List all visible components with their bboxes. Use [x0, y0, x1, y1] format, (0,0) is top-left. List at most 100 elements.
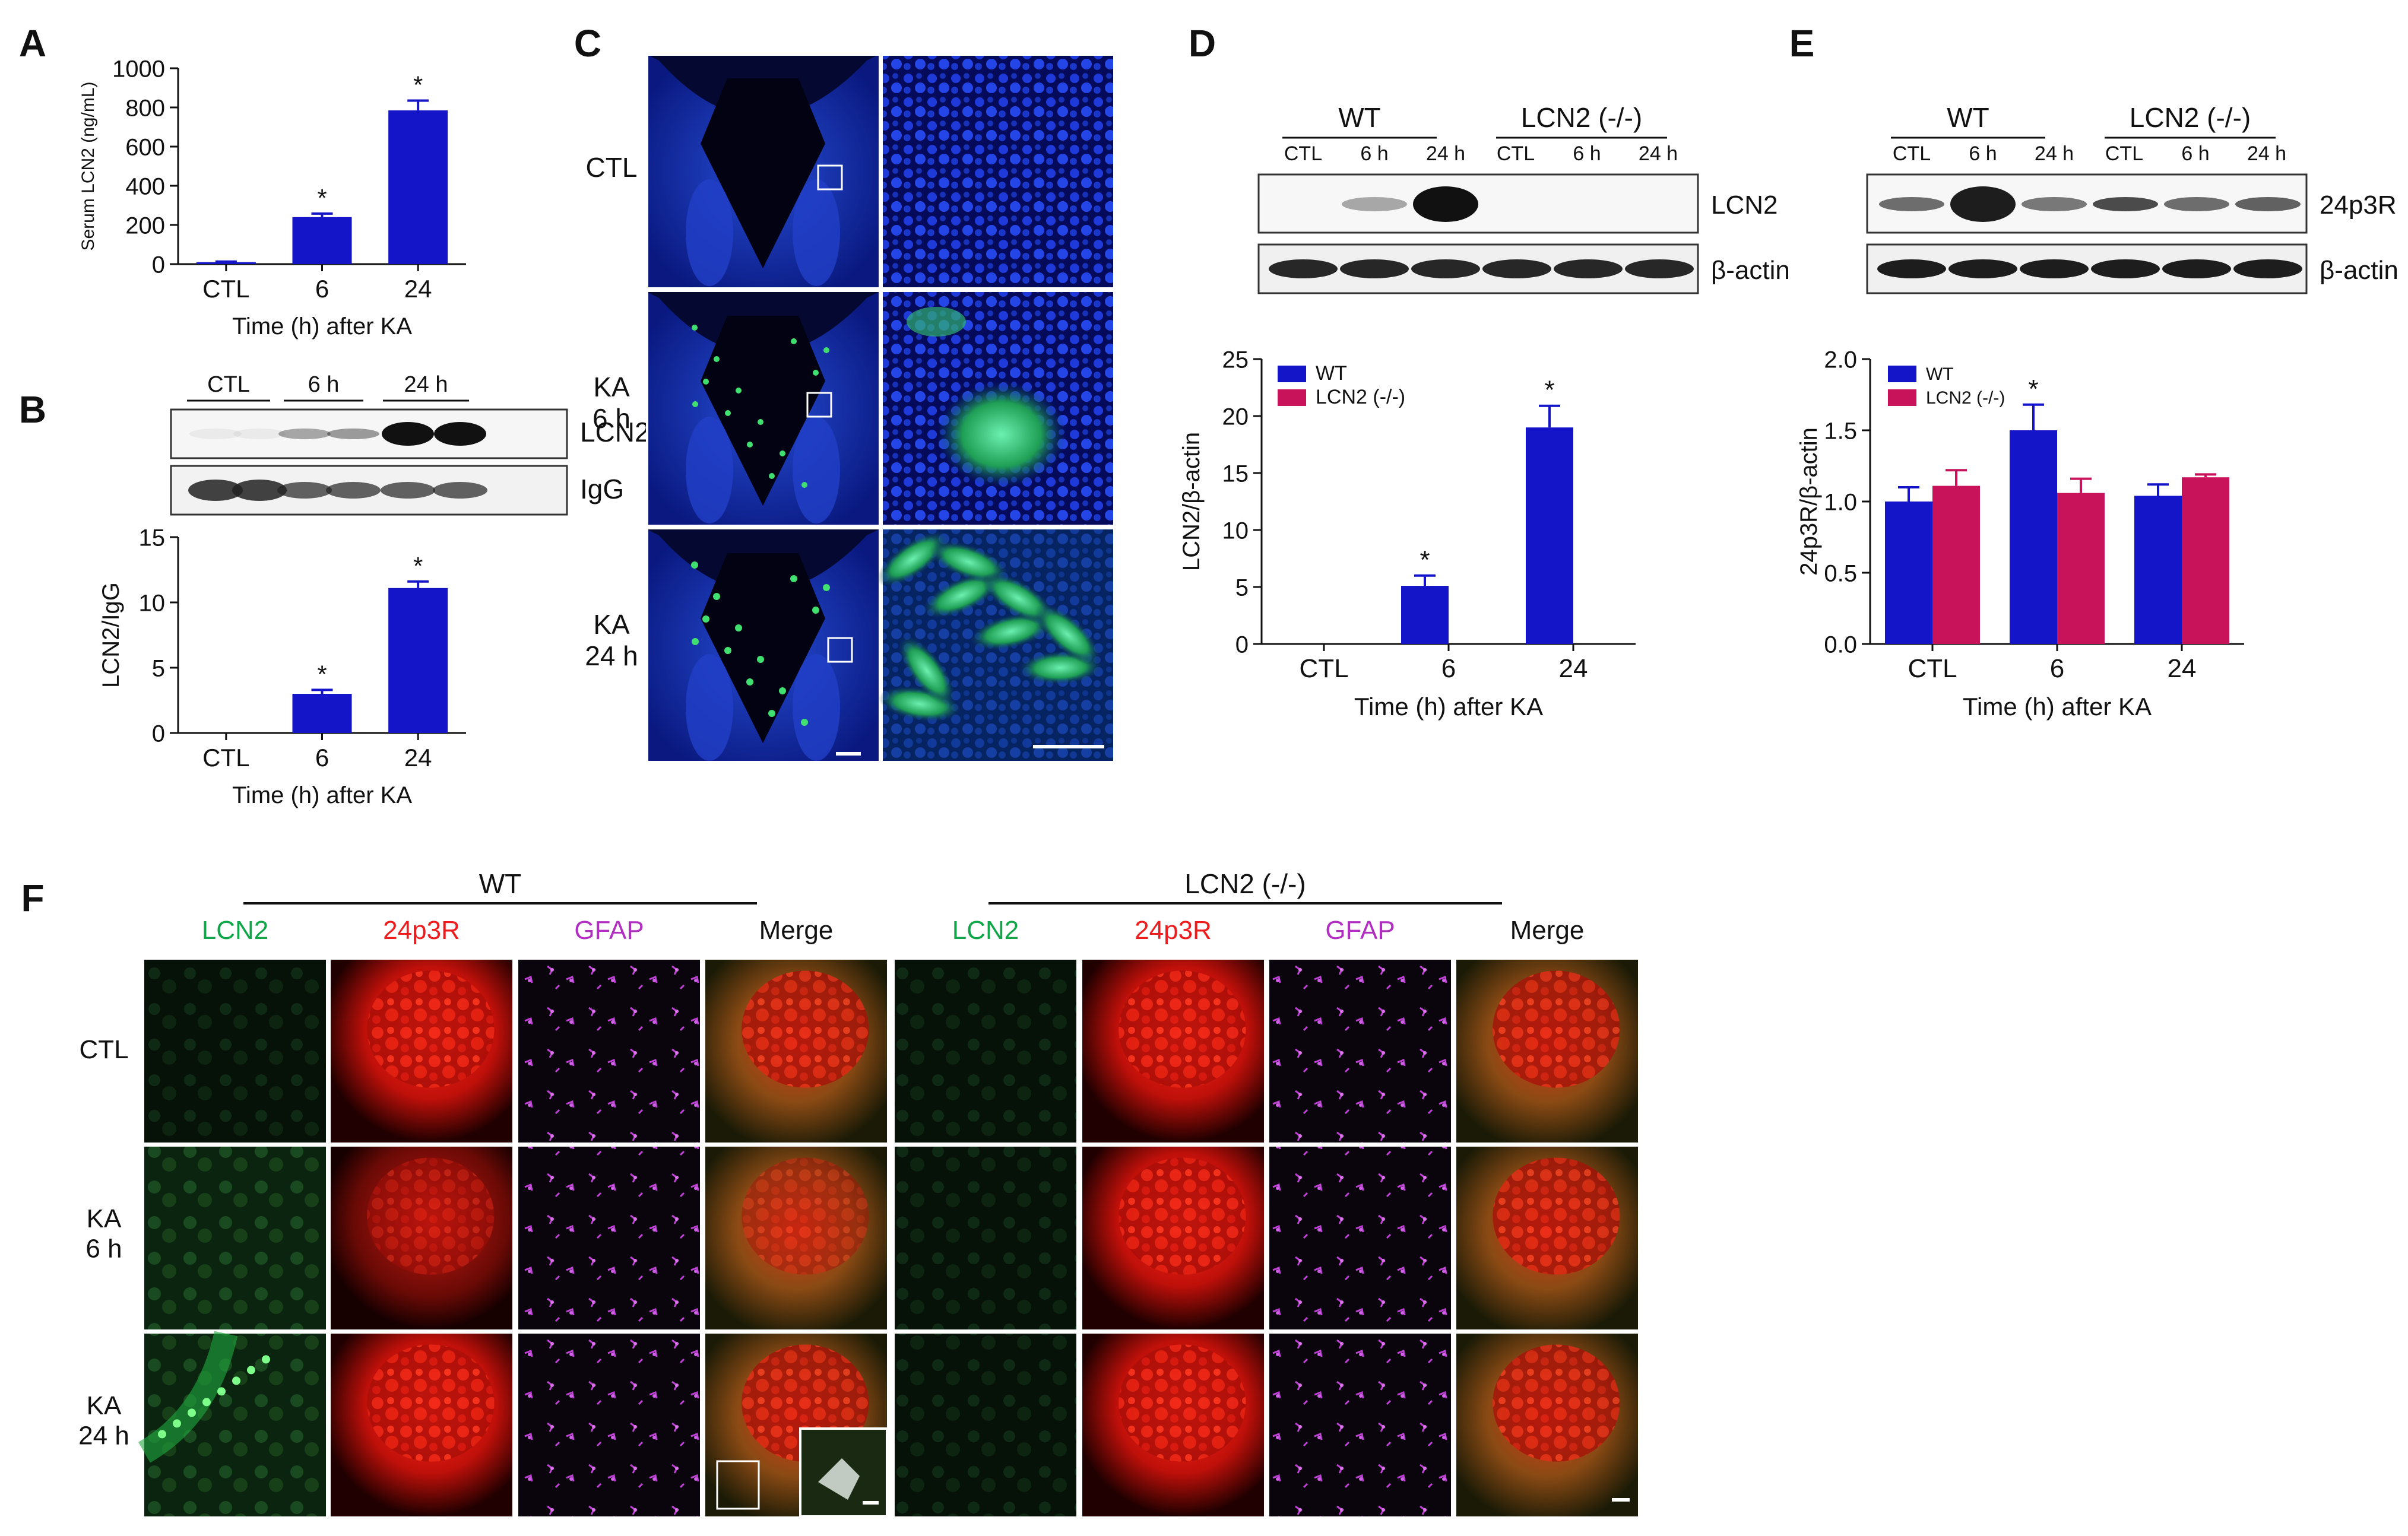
x-tick-label: 6 [1441, 654, 1456, 683]
blot-band [1877, 259, 1946, 278]
y-axis-label: LCN2/IgG [98, 582, 124, 688]
red-cell-cluster [367, 1344, 495, 1462]
y-tick-label: 1000 [112, 56, 165, 82]
x-axis-label: Time (h) after KA [232, 313, 412, 339]
x-tick-label: 6 [2050, 654, 2064, 683]
blot-group-label: WT [1947, 102, 1989, 133]
y-tick-label: 15 [139, 525, 166, 551]
blot-band [433, 482, 487, 499]
y-axis-label: LCN2/β-actin [1178, 432, 1205, 571]
significance-star: * [1544, 376, 1554, 405]
lane-label: CTL [1284, 142, 1322, 165]
green-signal [813, 370, 819, 376]
lane-label: 6 h [1360, 142, 1388, 165]
y-tick-label: 0.5 [1824, 560, 1857, 586]
blot-strip [1257, 173, 1699, 234]
micrograph [1269, 960, 1451, 1143]
green-signal [812, 607, 819, 614]
legend-label: WT [1926, 364, 1954, 384]
blot-row-label: 24p3R [2320, 191, 2397, 220]
bar [2182, 477, 2229, 644]
y-tick-label: 20 [1222, 404, 1249, 430]
x-tick-label: 24 [404, 744, 432, 772]
group-label: LCN2 (-/-) [1184, 868, 1306, 899]
choroid-plexus [686, 654, 733, 761]
blot-band [2235, 197, 2301, 211]
x-axis-label: Time (h) after KA [1354, 693, 1543, 721]
inset-cell [818, 1458, 860, 1500]
y-tick-label: 10 [139, 590, 166, 616]
panel-D-blot: WT LCN2 (-/-) CTL 6 h 24 h CTL 6 h 24 h LCN2 β-ac… [1257, 102, 1790, 294]
red-cell-cluster [1119, 1344, 1246, 1462]
red-cell-cluster [1493, 1157, 1620, 1275]
blot-group-label: 6 h [308, 372, 340, 397]
significance-star: * [2028, 375, 2038, 404]
x-axis-label: Time (h) after KA [232, 782, 412, 808]
green-signal [768, 710, 775, 717]
y-tick-label: 5 [152, 655, 165, 681]
blot-row-label: β-actin [2320, 256, 2399, 285]
y-tick-label: 0 [1235, 631, 1249, 658]
blot-band [188, 480, 243, 501]
zoom-box [827, 637, 853, 663]
blot-band [277, 482, 332, 499]
green-signal [735, 624, 742, 631]
panel-letter-B: B [19, 388, 46, 431]
ventricle [701, 316, 825, 506]
blot-band [1269, 259, 1338, 278]
x-tick-label: 6 [315, 744, 329, 772]
red-cell-cluster [367, 970, 495, 1088]
green-signal [247, 1366, 255, 1375]
green-band [138, 1331, 238, 1463]
legend-swatch [1278, 389, 1306, 406]
image-grid-border [646, 53, 1116, 763]
green-signal [746, 678, 753, 686]
legend-swatch [1278, 366, 1306, 382]
x-tick-label: 24 [404, 275, 432, 303]
blot-band [2020, 259, 2089, 278]
bar [196, 262, 256, 264]
lane-label: 6 h [1573, 142, 1601, 165]
row-label: KA 24 h [78, 1391, 129, 1451]
blot-band [326, 482, 381, 499]
label-line: KA [87, 1391, 122, 1420]
channel-label: GFAP [574, 916, 644, 945]
choroid-plexus [793, 417, 840, 523]
blot-band [1482, 259, 1551, 278]
panel-B-chart: 0 5 10 15 LCN2/IgG CTL 6 * 24 * Time (h) after KA [98, 525, 466, 808]
y-tick-label: 1.0 [1824, 489, 1857, 515]
micrograph [518, 1334, 700, 1516]
blot-band [189, 429, 242, 439]
red-cell-cluster [1119, 970, 1246, 1088]
micrograph [1269, 1334, 1451, 1516]
y-tick-label: 0 [152, 721, 165, 747]
y-tick-label: 600 [125, 134, 165, 160]
channel-label: Merge [759, 916, 834, 945]
green-signal [757, 656, 764, 663]
x-axis-label: Time (h) after KA [1963, 693, 2152, 721]
blot-band [2233, 259, 2302, 278]
blot-band [1950, 186, 2016, 222]
legend-swatch [1888, 366, 1916, 382]
blot-row-label: β-actin [1711, 256, 1790, 285]
y-tick-label: 200 [125, 212, 165, 239]
micrograph [895, 1147, 1076, 1329]
label-line: KA [593, 609, 630, 640]
row-label: CTL [586, 152, 638, 183]
green-cells [936, 381, 1067, 488]
x-tick-label: 24 [1559, 654, 1588, 683]
lane-label: CTL [1497, 142, 1535, 165]
channel-label: 24p3R [1135, 916, 1212, 945]
blot-band [1554, 259, 1623, 278]
significance-star: * [317, 660, 327, 688]
x-tick-label: CTL [1908, 654, 1957, 683]
label-line: KA [87, 1204, 122, 1233]
panel-F-images: WT LCN2 (-/-) LCN2 24p3R GFAP Merge LCN2 24p3R G… [78, 868, 1638, 1518]
row-label: KA 6 h [593, 372, 630, 434]
micrograph [518, 1147, 700, 1329]
green-signal [702, 615, 709, 623]
y-tick-label: 25 [1222, 347, 1249, 373]
channel-label: LCN2 [952, 916, 1019, 945]
green-signal [691, 561, 698, 569]
